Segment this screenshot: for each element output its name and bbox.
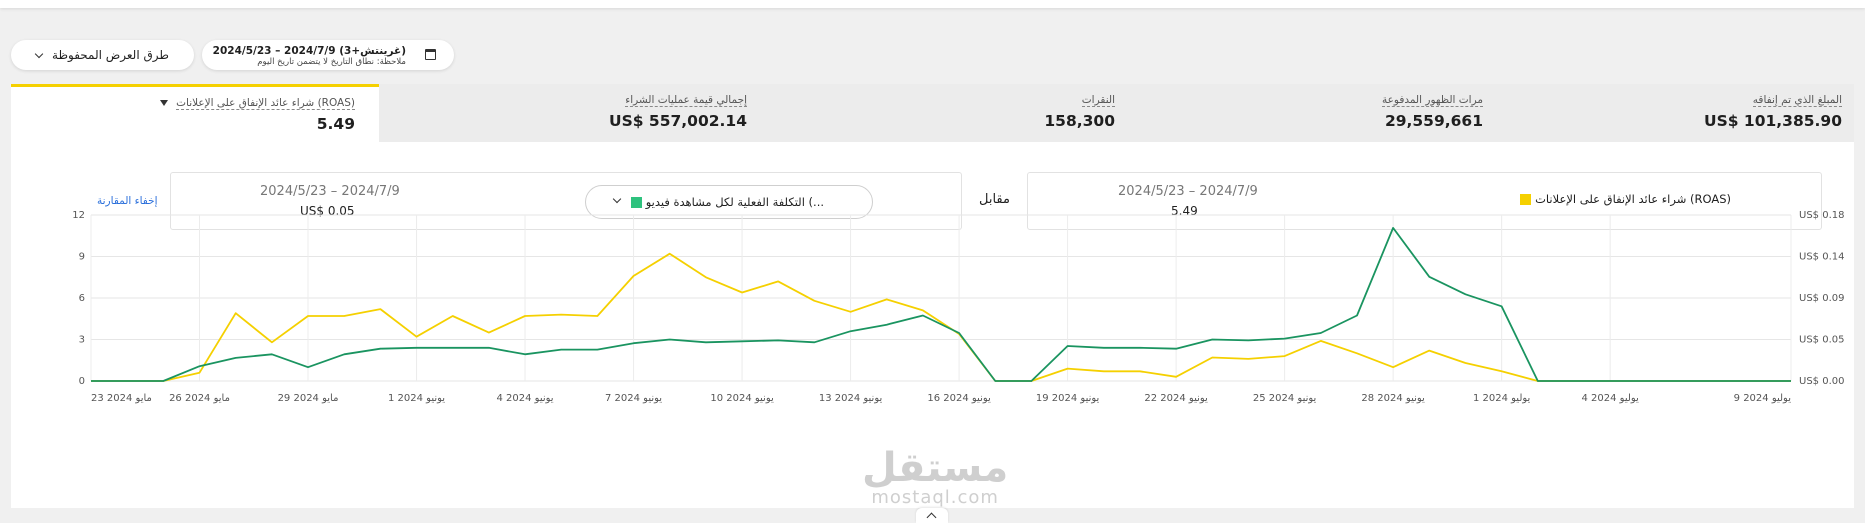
date-range-picker[interactable]: 2024/5/23 – 2024/7/9 (غرينتش+3) ملاحظة: … bbox=[202, 40, 454, 70]
saved-views-label: طرق العرض المحفوظة bbox=[52, 48, 169, 62]
metric-tab-purchase-value[interactable]: إجمالي قيمة عمليات الشراء US$ 557,002.14 bbox=[379, 84, 747, 142]
left-axis-tick-label: 6 bbox=[79, 293, 85, 304]
series-line-cost-per-view bbox=[91, 227, 1791, 382]
primary-metric-box: شراء عائد الإنفاق على الإعلانات (ROAS) 2… bbox=[1027, 172, 1822, 230]
right-axis-tick-label: US$ 0.18 bbox=[1799, 210, 1844, 221]
versus-label: مقابل bbox=[979, 192, 1010, 207]
secondary-metric-box: التكلفة الفعلية لكل مشاهدة فيديو (... 20… bbox=[170, 172, 962, 230]
x-axis-tick-label: 1 يونيو 2024 bbox=[388, 393, 445, 404]
x-axis-tick-label: 4 يونيو 2024 bbox=[496, 393, 553, 404]
metric-value: 158,300 bbox=[1044, 112, 1115, 130]
metric-value: US$ 557,002.14 bbox=[609, 112, 747, 130]
watermark: مستقل mostaql.com bbox=[862, 448, 1008, 508]
primary-color-swatch bbox=[1520, 194, 1532, 205]
right-axis-tick-label: US$ 0.00 bbox=[1799, 376, 1844, 387]
chart-panel: شراء عائد الإنفاق على الإعلانات (ROAS) 2… bbox=[11, 142, 1854, 508]
watermark-arabic: مستقل bbox=[862, 445, 1009, 491]
date-range-label: 2024/5/23 – 2024/7/9 (غرينتش+3) bbox=[212, 45, 406, 57]
x-axis-tick-label: 9 يوليو 2024 bbox=[1734, 393, 1792, 404]
x-axis-tick-label: 28 يونيو 2024 bbox=[1361, 393, 1425, 404]
x-axis-tick-label: 29 مايو 2024 bbox=[278, 393, 339, 404]
x-axis-tick-label: 7 يونيو 2024 bbox=[605, 393, 662, 404]
metric-tab-roas[interactable]: شراء عائد الإنفاق على الإعلانات (ROAS) 5… bbox=[11, 84, 379, 142]
left-axis-ticks: 0 3 6 9 12 bbox=[72, 210, 85, 387]
caret-down-icon bbox=[160, 100, 168, 106]
secondary-date-range: 2024/5/23 – 2024/7/9 bbox=[260, 184, 400, 199]
metric-label: مرات الظهور المدفوعة bbox=[1382, 94, 1483, 107]
metric-label: إجمالي قيمة عمليات الشراء bbox=[625, 94, 747, 107]
x-axis-tick-label: 25 يونيو 2024 bbox=[1253, 393, 1317, 404]
chevron-up-icon bbox=[926, 512, 937, 523]
metric-tab-paid-impressions[interactable]: مرات الظهور المدفوعة 29,559,661 bbox=[1115, 84, 1483, 142]
hide-comparison-link[interactable]: إخفاء المقارنة bbox=[97, 195, 158, 207]
x-axis-tick-label: 19 يونيو 2024 bbox=[1036, 393, 1100, 404]
x-axis-tick-label: 13 يونيو 2024 bbox=[819, 393, 883, 404]
chart-series bbox=[91, 227, 1791, 382]
secondary-metric-select[interactable]: التكلفة الفعلية لكل مشاهدة فيديو (... bbox=[585, 185, 873, 219]
x-axis-tick-label: 16 يونيو 2024 bbox=[927, 393, 991, 404]
metric-value: US$ 101,385.90 bbox=[1704, 112, 1842, 130]
metric-tab-clicks[interactable]: النقرات 158,300 bbox=[747, 84, 1115, 142]
left-axis-tick-label: 9 bbox=[79, 252, 85, 263]
calendar-icon bbox=[425, 49, 436, 60]
secondary-metric-name: التكلفة الفعلية لكل مشاهدة فيديو (... bbox=[631, 195, 824, 209]
metric-label: النقرات bbox=[1081, 94, 1115, 107]
watermark-latin: mostaql.com bbox=[871, 487, 999, 508]
collapse-handle[interactable] bbox=[916, 508, 948, 523]
chevron-down-icon bbox=[34, 49, 44, 58]
x-axis-tick-label: 1 يوليو 2024 bbox=[1473, 393, 1531, 404]
left-axis-tick-label: 0 bbox=[79, 376, 85, 387]
metric-value: 5.49 bbox=[316, 115, 355, 133]
x-axis-ticks: 23 مايو 2024 26 مايو 2024 29 مايو 2024 1 يو… bbox=[91, 393, 1791, 404]
series-line-roas bbox=[91, 252, 1791, 382]
right-axis-tick-label: US$ 0.14 bbox=[1799, 252, 1844, 263]
right-axis-ticks: US$ 0.00 US$ 0.05 US$ 0.09 US$ 0.14 US$ 0.18 bbox=[1799, 210, 1844, 387]
metric-label: شراء عائد الإنفاق على الإعلانات (ROAS) bbox=[176, 97, 355, 110]
metric-value: 29,559,661 bbox=[1384, 112, 1483, 130]
metric-label: المبلغ الذي تم إنفاقه bbox=[1752, 94, 1842, 107]
top-bar bbox=[0, 0, 1865, 8]
right-axis-tick-label: US$ 0.09 bbox=[1799, 293, 1844, 304]
saved-views-dropdown[interactable]: طرق العرض المحفوظة bbox=[11, 40, 194, 70]
left-axis-tick-label: 12 bbox=[72, 210, 85, 221]
primary-metric-name: شراء عائد الإنفاق على الإعلانات (ROAS) bbox=[1520, 192, 1731, 206]
primary-date-range: 2024/5/23 – 2024/7/9 bbox=[1118, 184, 1258, 199]
date-range-note: ملاحظة: نطاق التاريخ لا يتضمن تاريخ اليو… bbox=[257, 57, 406, 67]
x-axis-tick-label: 4 يوليو 2024 bbox=[1581, 393, 1639, 404]
metric-tabs: شراء عائد الإنفاق على الإعلانات (ROAS) 5… bbox=[11, 84, 1854, 142]
left-axis-tick-label: 3 bbox=[79, 335, 85, 346]
x-axis-tick-label: 23 مايو 2024 bbox=[91, 393, 152, 404]
x-axis-tick-label: 22 يونيو 2024 bbox=[1144, 393, 1208, 404]
chart-grid bbox=[90, 214, 1792, 382]
secondary-color-swatch bbox=[631, 197, 643, 208]
x-axis-tick-label: 10 يونيو 2024 bbox=[710, 393, 774, 404]
x-axis-tick-label: 26 مايو 2024 bbox=[169, 393, 230, 404]
right-axis-tick-label: US$ 0.05 bbox=[1799, 335, 1844, 346]
metric-tab-amount-spent[interactable]: المبلغ الذي تم إنفاقه US$ 101,385.90 bbox=[1483, 84, 1842, 142]
